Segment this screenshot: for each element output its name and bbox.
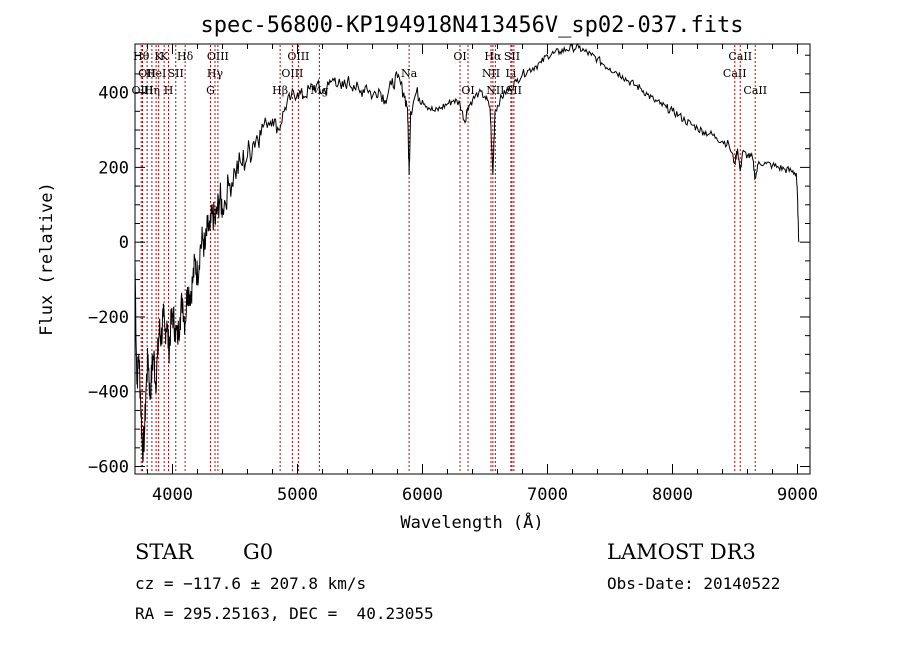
x-tick-label: 9000 bbox=[777, 485, 818, 505]
spectral-line-label: Na bbox=[401, 67, 418, 80]
sky-coordinates: RA = 295.25163, DEC = 40.23055 bbox=[135, 604, 434, 623]
spectral-line-label: CaII bbox=[728, 50, 752, 63]
x-tick-label: 5000 bbox=[277, 485, 318, 505]
y-axis-label: Flux (relative) bbox=[37, 182, 57, 336]
spectral-line-label: OII bbox=[138, 67, 156, 80]
spectral-line-label: CaII bbox=[743, 84, 767, 97]
spectral-line-label: NII bbox=[486, 84, 504, 97]
spectral-line-label: Hη bbox=[144, 84, 160, 97]
y-tick-label: −400 bbox=[88, 383, 129, 403]
y-tick-label: −200 bbox=[88, 308, 129, 328]
spectral-line-label: Hβ bbox=[272, 84, 288, 97]
y-tick-label: 200 bbox=[98, 158, 129, 178]
spectral-line-label: Hδ bbox=[177, 50, 194, 63]
x-axis-ticks: 4000 5000 6000 7000 8000 9000 bbox=[147, 44, 818, 505]
spectral-line-label: K bbox=[155, 50, 164, 63]
spectral-line-label: Hα bbox=[484, 50, 502, 63]
spectral-line-label: OIII bbox=[207, 50, 229, 63]
spectral-line-label: G bbox=[206, 84, 215, 97]
survey-name: LAMOST DR3 bbox=[607, 540, 756, 564]
spectral-line-label: SII bbox=[168, 67, 184, 80]
spectral-line-label: Hθ bbox=[133, 50, 150, 63]
object-class: STAR bbox=[135, 540, 194, 564]
spectral-line-label: CaII bbox=[723, 67, 747, 80]
y-tick-label: −600 bbox=[88, 458, 129, 478]
spectral-line-label: OIII bbox=[131, 84, 153, 97]
y-axis-ticks: −600 −400 −200 0 200 400 bbox=[88, 54, 810, 478]
plot-frame bbox=[134, 43, 811, 475]
object-subclass: G0 bbox=[243, 540, 274, 564]
chart-title: spec-56800-KP194918N413456V_sp02-037.fit… bbox=[200, 13, 743, 38]
spectral-line-label: OIII bbox=[287, 50, 309, 63]
spectral-line-label: Hγ bbox=[207, 67, 224, 80]
x-tick-label: 4000 bbox=[152, 485, 193, 505]
spectral-line-label: OI bbox=[453, 50, 466, 63]
y-tick-label: 400 bbox=[98, 84, 129, 104]
spectral-line-label: H bbox=[164, 84, 174, 97]
y-tick-label: 0 bbox=[119, 233, 129, 253]
spectral-line-label: HeI bbox=[146, 67, 166, 80]
spectral-line-label: NII bbox=[482, 67, 500, 80]
spectral-line-label: Li bbox=[505, 67, 516, 80]
spectral-line-label: OIII bbox=[281, 67, 303, 80]
flux-series-line bbox=[134, 43, 800, 462]
x-tick-label: 6000 bbox=[402, 485, 443, 505]
spectral-line-label: K bbox=[160, 50, 169, 63]
observation-date: Obs-Date: 20140522 bbox=[607, 574, 781, 593]
x-axis-label: Wavelength (Å) bbox=[400, 511, 543, 533]
spectral-line-markers bbox=[140, 45, 756, 473]
x-tick-label: 7000 bbox=[527, 485, 568, 505]
spectral-line-label: SII bbox=[504, 50, 520, 63]
redshift-velocity: cz = −117.6 ± 207.8 km/s bbox=[135, 574, 367, 593]
spectral-line-label: OI bbox=[461, 84, 474, 97]
spectral-line-labels: HθOIIOIIIHηHeIKKHSIIHδGHγOIIIHβOIIIOIIIM… bbox=[131, 50, 767, 97]
x-tick-label: 8000 bbox=[652, 485, 693, 505]
